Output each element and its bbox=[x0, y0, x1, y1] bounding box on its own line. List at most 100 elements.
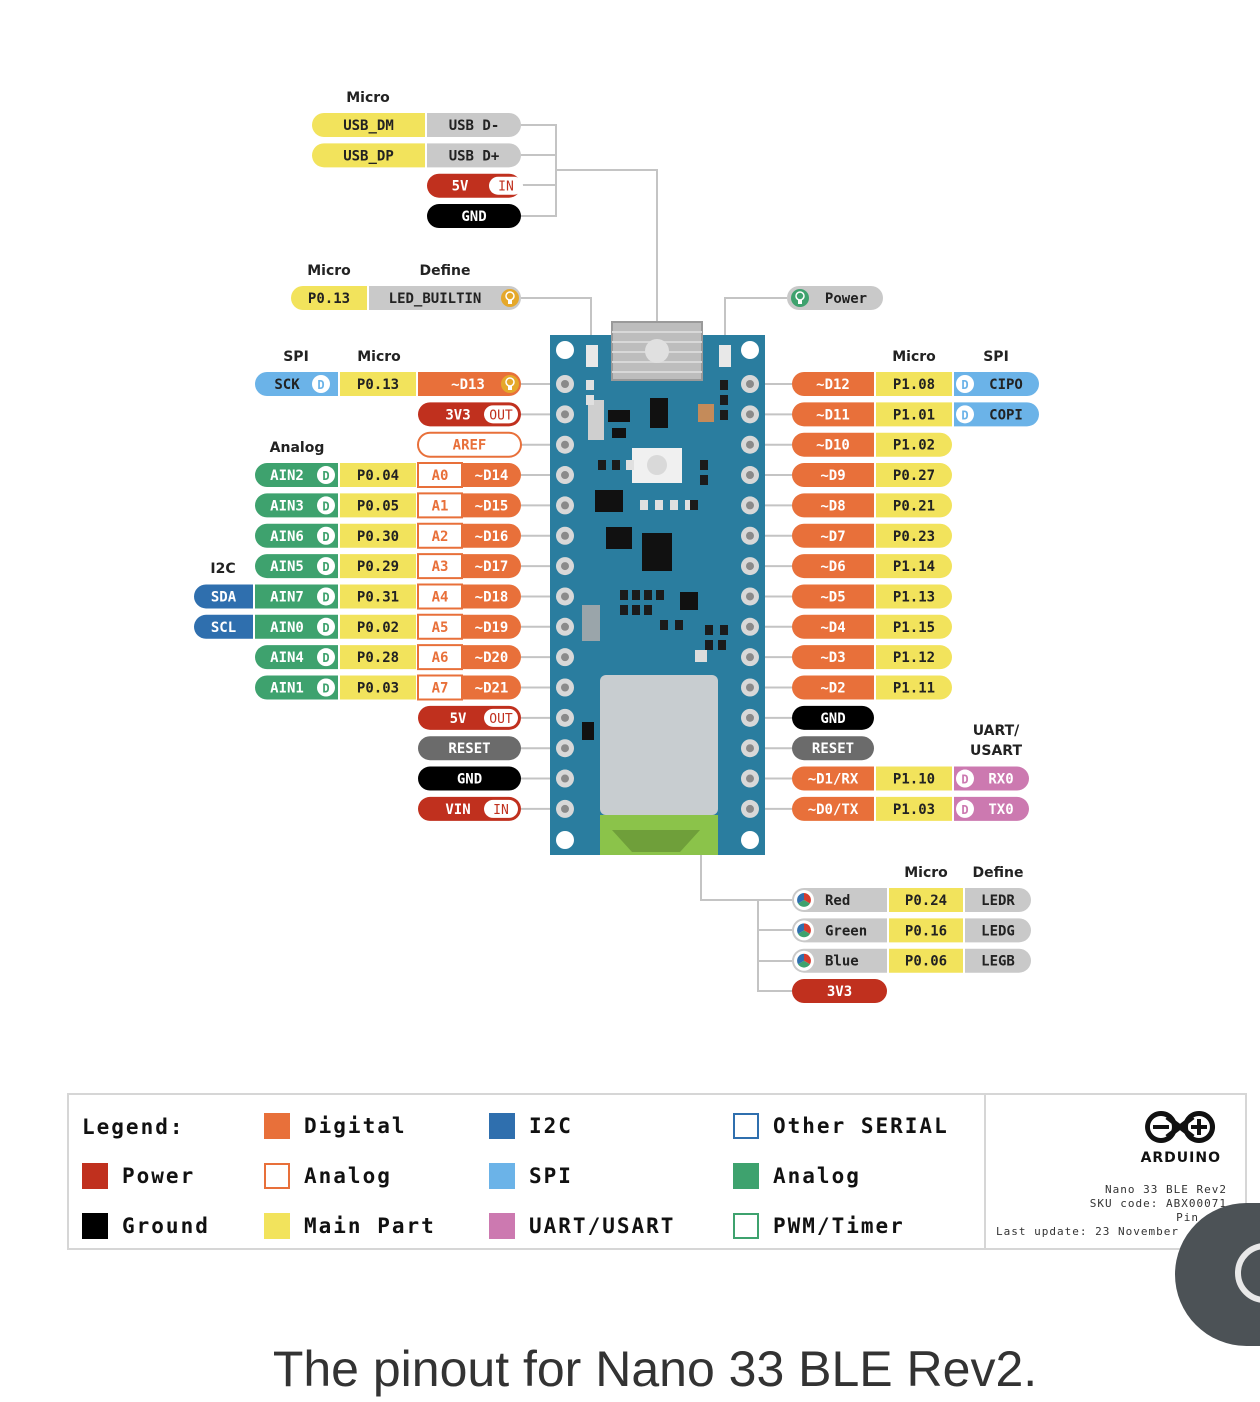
rgb-name-pill: Red bbox=[792, 888, 887, 912]
right-d-icon: D bbox=[956, 799, 974, 818]
header-led-define: Define bbox=[420, 263, 471, 279]
right-digital-pill: ~D5 bbox=[792, 584, 874, 609]
legend-swatch bbox=[264, 1163, 290, 1189]
left-analog-pill-label: AIN7 bbox=[270, 589, 304, 605]
svg-text:D: D bbox=[322, 590, 329, 604]
svg-text:D: D bbox=[317, 378, 324, 392]
svg-text:D: D bbox=[322, 499, 329, 513]
rgb-micro-pill: P0.24 bbox=[889, 888, 963, 912]
left-micro-pill-label: P0.04 bbox=[357, 468, 399, 484]
usb-pin-pill: USB D- bbox=[427, 113, 521, 137]
right-extra-pill: COPI bbox=[954, 402, 1039, 427]
left-power-badge: OUT bbox=[484, 405, 518, 424]
left-analog-pill-label: AIN4 bbox=[270, 650, 304, 666]
right-digital-pill: ~D2 bbox=[792, 675, 874, 700]
arduino-nano-board bbox=[550, 321, 765, 855]
legend-label: PWM/Timer bbox=[773, 1214, 905, 1238]
svg-text:D: D bbox=[322, 651, 329, 665]
left-digital-pill: ~D21 bbox=[462, 675, 521, 700]
rgb-power-pill: 3V3 bbox=[792, 979, 887, 1004]
left-power-pill-label: VIN bbox=[445, 802, 470, 818]
right-extra-pill-label: RX0 bbox=[988, 772, 1013, 788]
header-right-uart-2: USART bbox=[970, 743, 1022, 759]
left-analog-pill-label: AIN0 bbox=[270, 620, 304, 636]
led-builtin-icon bbox=[586, 345, 598, 367]
last-update: Last update: 23 November bbox=[996, 1225, 1179, 1238]
left-analog-pill: AIN2 bbox=[255, 463, 338, 488]
left-digital-pill: ~D19 bbox=[462, 614, 521, 639]
rgb-micro-pill-label: P0.16 bbox=[905, 923, 947, 939]
right-d-icon: D bbox=[956, 769, 974, 788]
right-micro-pill: P0.27 bbox=[876, 463, 952, 488]
svg-text:D: D bbox=[322, 560, 329, 574]
left-analog-pill: AIN3 bbox=[255, 493, 338, 518]
usb-power-badge-label: IN bbox=[498, 180, 514, 195]
chip bbox=[650, 398, 668, 428]
right-digital-pill-label: ~D0/TX bbox=[808, 802, 859, 818]
analog-d-icon: D bbox=[317, 648, 335, 667]
rgb-name-pill-label: Red bbox=[825, 893, 850, 909]
left-a-pill: A2 bbox=[417, 522, 463, 549]
left-micro-pill: P0.13 bbox=[340, 372, 416, 396]
left-a-pill-label: A7 bbox=[432, 681, 449, 697]
right-digital-pill: ~D3 bbox=[792, 645, 874, 670]
right-digital-pill: ~D0/TX bbox=[792, 796, 874, 821]
left-micro-pill: P0.03 bbox=[340, 675, 416, 700]
left-digital-pill: ~D14 bbox=[462, 463, 521, 488]
left-micro-pill: P0.30 bbox=[340, 523, 416, 548]
right-digital-pill-label: ~D5 bbox=[820, 589, 845, 605]
left-digital-pill-label: ~D20 bbox=[475, 650, 509, 666]
left-ground-pill: GND bbox=[418, 766, 521, 791]
right-digital-pill-label: ~D12 bbox=[816, 377, 850, 393]
right-micro-pill: P1.02 bbox=[876, 432, 952, 457]
left-micro-pill: P0.02 bbox=[340, 614, 416, 639]
right-digital-pill-label: ~D10 bbox=[816, 438, 850, 454]
left-spi-pill-label: SCK bbox=[274, 377, 300, 393]
rgb-led-icon bbox=[794, 920, 814, 941]
legend-swatch bbox=[733, 1213, 759, 1239]
left-power-pill-label: 5V bbox=[450, 711, 467, 727]
left-a-pill-label: A3 bbox=[432, 559, 449, 575]
left-a-pill-label: A1 bbox=[432, 498, 449, 514]
rgb-define-pill: LEDR bbox=[965, 888, 1031, 912]
usb-micro-pill: USB_DM bbox=[312, 113, 425, 137]
right-reset-pill: RESET bbox=[792, 736, 874, 761]
left-micro-pill-label: P0.02 bbox=[357, 620, 399, 636]
circle-icon bbox=[1235, 1243, 1260, 1303]
right-micro-pill: P1.03 bbox=[876, 796, 952, 821]
svg-text:D: D bbox=[961, 803, 968, 817]
usb-power-badge: IN bbox=[489, 176, 523, 195]
left-digital-pill-label: ~D17 bbox=[475, 559, 509, 575]
svg-text:D: D bbox=[322, 530, 329, 544]
left-micro-pill-label: P0.05 bbox=[357, 498, 399, 514]
left-micro-pill: P0.31 bbox=[340, 584, 416, 609]
right-micro-pill: P1.14 bbox=[876, 554, 952, 579]
left-digital-pill-label: ~D13 bbox=[451, 377, 485, 393]
led-define-pill: LED_BUILTIN bbox=[369, 286, 521, 310]
usb-ground-pill: GND bbox=[427, 204, 521, 229]
header-rgb-define: Define bbox=[973, 865, 1024, 881]
right-d-icon: D bbox=[956, 375, 974, 393]
left-a-pill: A1 bbox=[417, 492, 463, 519]
left-analog-pill: AIN1 bbox=[255, 675, 338, 700]
right-digital-pill-label: ~D1/RX bbox=[808, 772, 859, 788]
right-extra-pill: RX0 bbox=[954, 766, 1029, 791]
left-micro-pill: P0.29 bbox=[340, 554, 416, 579]
legend-item: SPI bbox=[489, 1163, 573, 1189]
right-micro-pill: P1.12 bbox=[876, 645, 952, 670]
right-ground-pill: GND bbox=[792, 705, 874, 730]
right-digital-pill-label: ~D3 bbox=[820, 650, 845, 666]
header-usb-micro: Micro bbox=[346, 90, 390, 106]
power-led-pill-label: Power bbox=[825, 291, 867, 307]
left-power-badge-label: OUT bbox=[489, 712, 513, 727]
left-micro-pill-label: P0.30 bbox=[357, 529, 399, 545]
right-micro-pill: P1.10 bbox=[876, 766, 952, 791]
right-digital-pill: ~D7 bbox=[792, 523, 874, 548]
right-digital-pill: ~D8 bbox=[792, 493, 874, 518]
rgb-define-pill-label: LEDR bbox=[981, 893, 1015, 909]
left-digital-pill-label: ~D19 bbox=[475, 620, 509, 636]
legend-label: Digital bbox=[304, 1114, 407, 1138]
right-micro-pill: P1.01 bbox=[876, 402, 952, 427]
right-micro-pill: P0.23 bbox=[876, 523, 952, 548]
d13-bulb-icon bbox=[501, 375, 519, 393]
